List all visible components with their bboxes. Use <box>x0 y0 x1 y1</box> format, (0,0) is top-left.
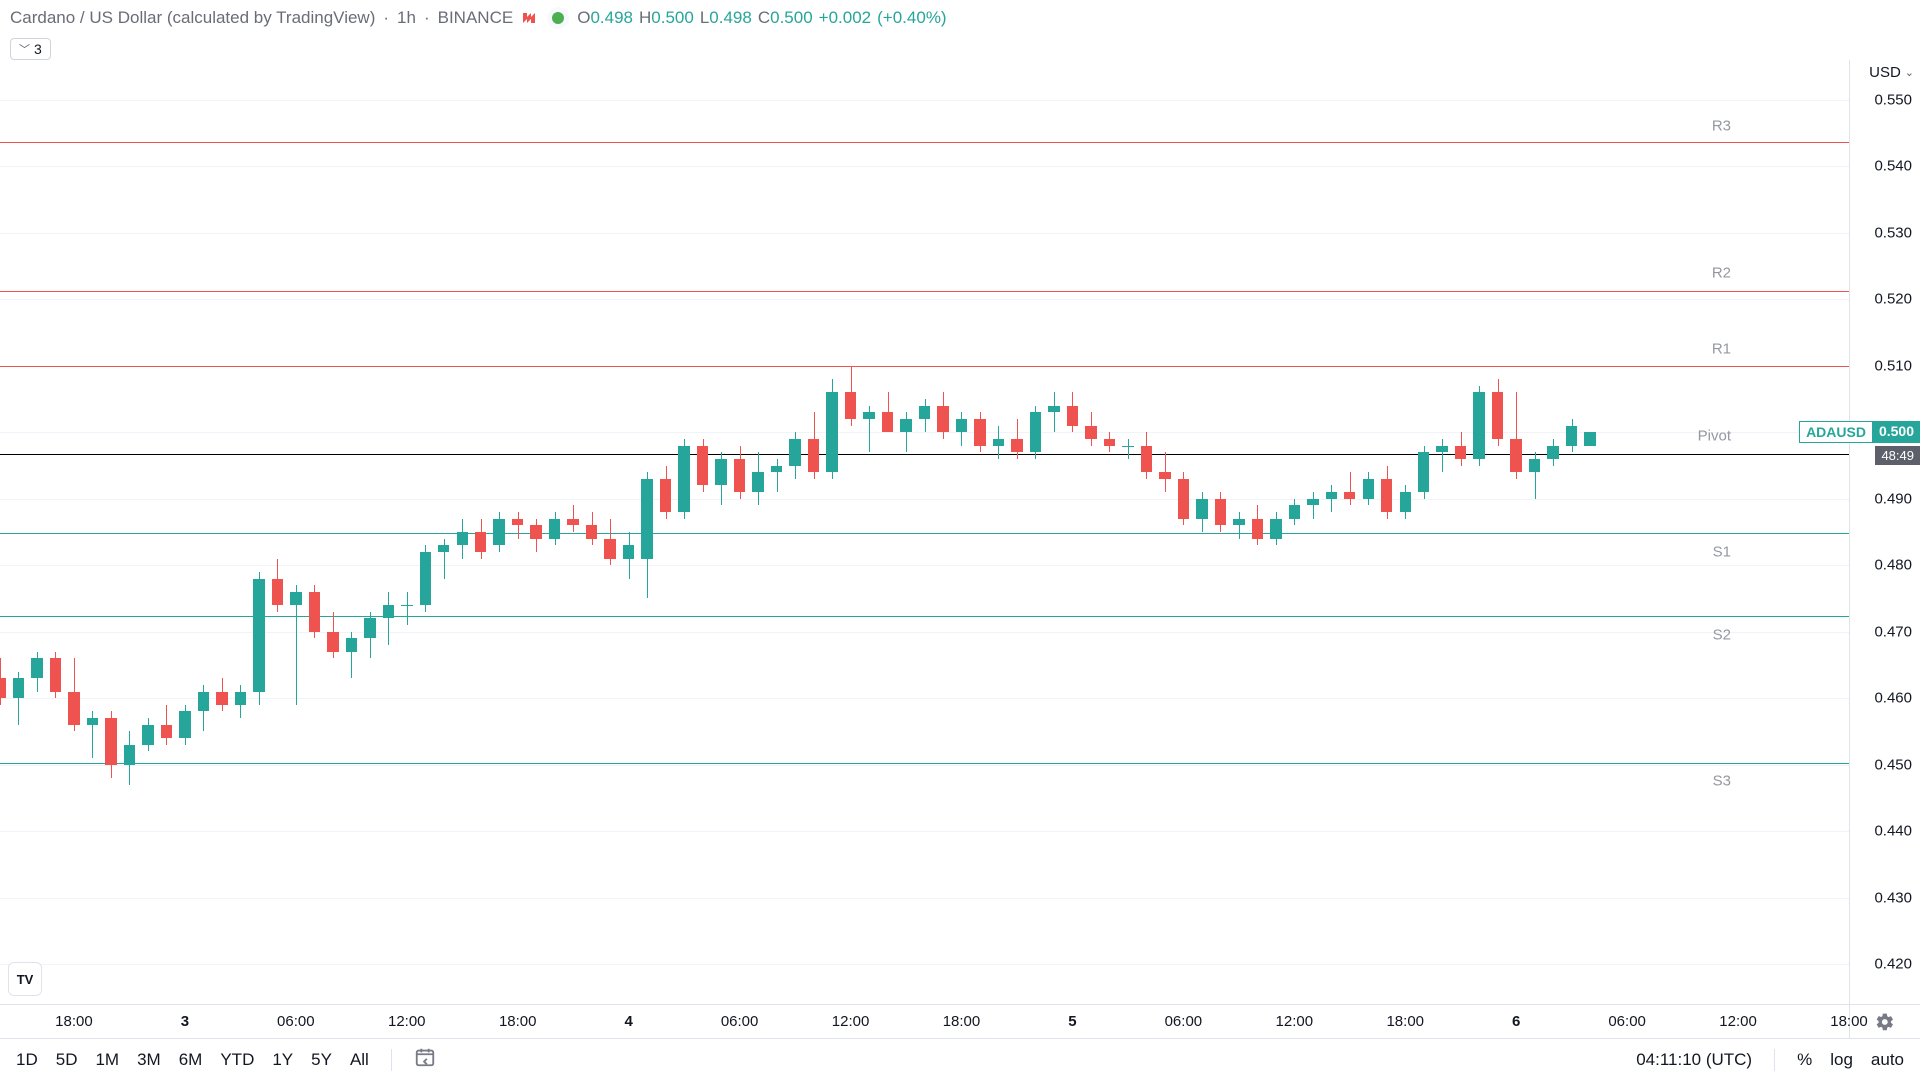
chart-header: Cardano / US Dollar (calculated by Tradi… <box>0 0 1920 36</box>
x-tick: 4 <box>624 1013 632 1030</box>
range-1y[interactable]: 1Y <box>272 1050 293 1070</box>
pivot-label-s2: S2 <box>1713 627 1731 644</box>
status-dot-icon <box>552 12 564 24</box>
x-tick: 06:00 <box>1165 1013 1203 1030</box>
x-tick: 12:00 <box>1719 1013 1757 1030</box>
auto-toggle[interactable]: auto <box>1871 1050 1904 1070</box>
pivot-label-s1: S1 <box>1713 543 1731 560</box>
x-tick: 18:00 <box>1830 1013 1868 1030</box>
pivot-line-s1 <box>0 533 1849 534</box>
exchange[interactable]: BINANCE <box>438 8 514 28</box>
price-chart[interactable]: R3 R2 R1 Pivot S1 S2 S3 <box>0 60 1849 1004</box>
x-tick: 18:00 <box>1386 1013 1424 1030</box>
pivot-line-r3 <box>0 142 1849 143</box>
tradingview-logo[interactable]: TV <box>8 962 42 996</box>
x-tick: 12:00 <box>832 1013 870 1030</box>
x-tick: 5 <box>1068 1013 1076 1030</box>
pivot-label-s3: S3 <box>1713 773 1731 790</box>
y-axis[interactable]: USD ⌄ 0.5500.5400.5300.5200.5100.5000.49… <box>1850 60 1920 1004</box>
indicator-count-button[interactable]: ﹀ 3 <box>10 38 51 60</box>
range-5y[interactable]: 5Y <box>311 1050 332 1070</box>
range-5d[interactable]: 5D <box>56 1050 78 1070</box>
range-6m[interactable]: 6M <box>179 1050 203 1070</box>
pivot-label-r3: R3 <box>1712 118 1731 135</box>
chevron-down-icon: ﹀ <box>19 41 30 57</box>
x-tick: 18:00 <box>943 1013 981 1030</box>
x-tick: 06:00 <box>721 1013 759 1030</box>
ohlc-values: O0.498 H0.500 L0.498 C0.500 +0.002 (+0.4… <box>577 8 946 28</box>
range-all[interactable]: All <box>350 1050 369 1070</box>
range-ytd[interactable]: YTD <box>220 1050 254 1070</box>
pivot-line-pivot <box>0 454 1849 455</box>
range-1d[interactable]: 1D <box>16 1050 38 1070</box>
percent-toggle[interactable]: % <box>1797 1050 1812 1070</box>
interval[interactable]: 1h <box>397 8 416 28</box>
x-tick: 18:00 <box>499 1013 537 1030</box>
clock[interactable]: 04:11:10 (UTC) <box>1636 1050 1752 1070</box>
x-tick: 06:00 <box>277 1013 315 1030</box>
footer-bar: 1D 5D 1M 3M 6M YTD 1Y 5Y All 04:11:10 (UTC) % lo… <box>0 1038 1920 1080</box>
calendar-icon[interactable] <box>414 1046 436 1073</box>
x-tick: 18:00 <box>55 1013 93 1030</box>
chevron-down-icon: ⌄ <box>1905 66 1914 79</box>
x-tick: 06:00 <box>1608 1013 1646 1030</box>
pivot-label-r1: R1 <box>1712 341 1731 358</box>
pivot-line-r1 <box>0 366 1849 367</box>
pivot-label-r2: R2 <box>1712 264 1731 281</box>
range-1m[interactable]: 1M <box>95 1050 119 1070</box>
pivot-line-r2 <box>0 291 1849 292</box>
x-tick: 6 <box>1512 1013 1520 1030</box>
x-tick: 12:00 <box>388 1013 426 1030</box>
last-price-tag: ADAUSD0.500 <box>1799 421 1920 443</box>
range-3m[interactable]: 3M <box>137 1050 161 1070</box>
x-axis[interactable]: 18:00 3 06:00 12:00 18:00 4 06:00 12:00 18:00 5 06… <box>0 1004 1850 1038</box>
status-dot-wrap <box>547 7 569 29</box>
pair-name[interactable]: Cardano / US Dollar (calculated by Tradi… <box>10 8 375 28</box>
gear-icon <box>1875 1012 1895 1032</box>
currency-selector[interactable]: USD ⌄ <box>1869 64 1914 81</box>
log-toggle[interactable]: log <box>1830 1050 1853 1070</box>
x-tick: 3 <box>181 1013 189 1030</box>
bar-countdown: 48:49 <box>1875 446 1920 465</box>
date-range-selector: 1D 5D 1M 3M 6M YTD 1Y 5Y All <box>16 1046 436 1073</box>
x-tick: 12:00 <box>1276 1013 1314 1030</box>
exchange-icon <box>521 9 539 27</box>
pivot-line-s2 <box>0 616 1849 617</box>
pivot-label-pivot: Pivot <box>1698 427 1731 444</box>
pivot-line-s3 <box>0 763 1849 764</box>
